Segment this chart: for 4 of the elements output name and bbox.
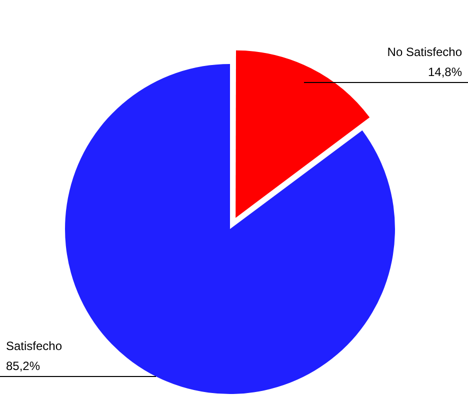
data-label: 14,8%: [428, 64, 462, 79]
slice-label: Satisfecho: [6, 338, 62, 353]
slice-label: No Satisfecho: [387, 44, 462, 59]
data-label: 85,2%: [6, 358, 40, 373]
